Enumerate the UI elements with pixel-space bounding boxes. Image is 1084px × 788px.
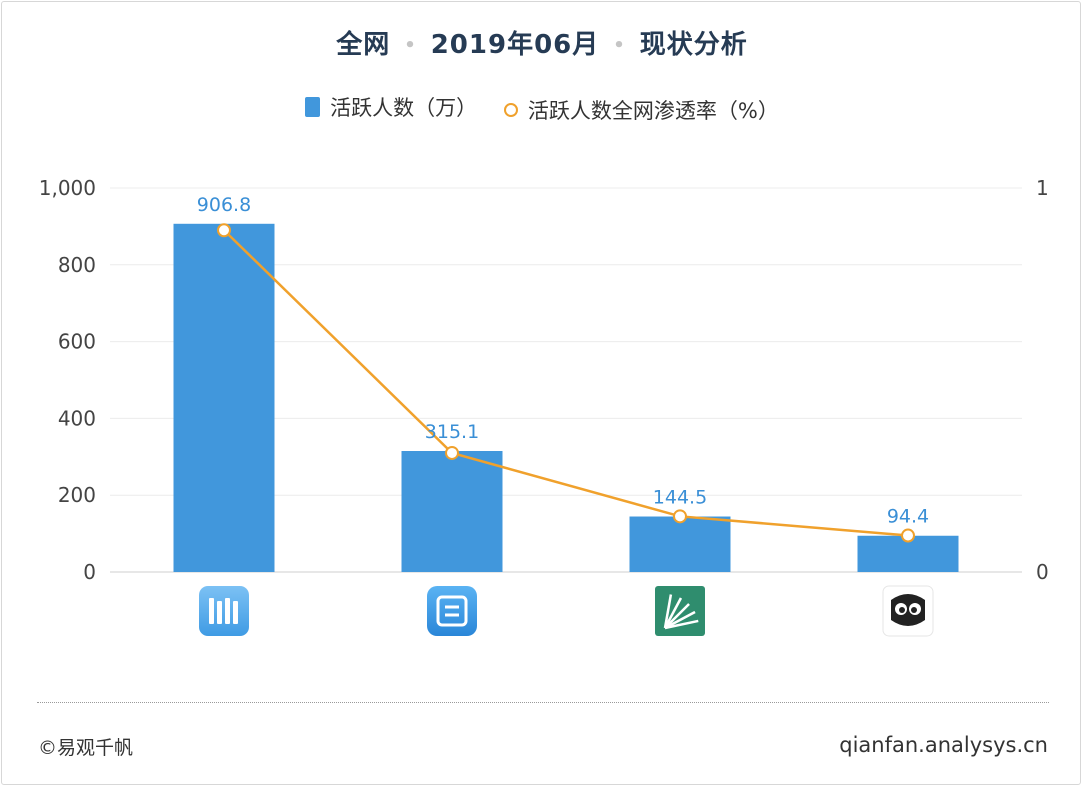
footer-divider <box>37 702 1049 703</box>
line-point <box>673 509 687 524</box>
app-icon-3-ray <box>664 619 699 630</box>
app-icon-4-pupil <box>899 607 905 613</box>
app-icon-2 <box>427 586 477 636</box>
line-point <box>217 223 231 238</box>
title-date: 2019年06月 <box>430 30 600 60</box>
app-icon-2-glyph <box>436 595 468 627</box>
app-icon-4-face <box>891 594 925 626</box>
app-icon-3-ray <box>664 603 690 629</box>
y-right-tick-label: 1 <box>1036 176 1049 200</box>
legend-item-bar[interactable]: 活跃人数（万） <box>305 92 477 122</box>
line-point <box>901 528 915 543</box>
legend-bar-label: 活跃人数（万） <box>330 96 478 120</box>
bar <box>401 451 503 572</box>
y-left-tick-label: 800 <box>58 253 96 277</box>
app-icon-1 <box>199 586 249 636</box>
chart-title: 全网 • 2019年06月 • 现状分析 <box>0 24 1084 61</box>
legend-bar-swatch <box>305 97 321 117</box>
app-icon-1-stripe <box>233 601 238 624</box>
app-icon-4-pupil <box>911 607 917 613</box>
site-url: qianfan.analysys.cn <box>839 733 1048 757</box>
bar <box>629 516 731 572</box>
y-right-tick-label: 0 <box>1036 560 1049 584</box>
data-label: 906.8 <box>197 194 251 216</box>
copyright-text: ©易观千帆 <box>38 737 134 759</box>
y-left-tick-label: 200 <box>58 483 96 507</box>
y-left-tick-label: 400 <box>58 406 96 430</box>
legend-line-swatch <box>503 103 518 117</box>
legend-line-label: 活跃人数全网渗透率（%） <box>527 99 779 123</box>
app-icon-3-ray <box>663 594 673 629</box>
y-left-tick-label: 1,000 <box>39 176 96 200</box>
app-icon-1-stripe <box>217 601 222 624</box>
line-point <box>445 445 459 460</box>
y-left-tick-label: 600 <box>58 330 96 354</box>
title-separator: • <box>404 35 417 56</box>
data-label: 315.1 <box>425 421 479 443</box>
app-icon-1-stripe <box>209 598 214 624</box>
chart-legend: 活跃人数（万） 活跃人数全网渗透率（%） <box>0 92 1084 125</box>
y-left-tick-label: 0 <box>83 560 96 584</box>
app-icon-3-ray <box>663 597 683 629</box>
line-series <box>223 229 909 537</box>
data-label: 94.4 <box>887 506 929 528</box>
data-label: 144.5 <box>653 486 707 508</box>
title-separator: • <box>613 35 626 56</box>
legend-item-line[interactable]: 活跃人数全网渗透率（%） <box>503 95 779 125</box>
app-icon-1-stripe <box>225 598 230 624</box>
title-topic: 现状分析 <box>639 30 748 60</box>
title-scope: 全网 <box>336 30 391 60</box>
app-icon-3-ray <box>664 610 696 630</box>
app-icon-3 <box>655 586 705 636</box>
chart-plot: 0 200 400 600 800 1,000 0 1 906.8 315.1 144.5 94.4 <box>39 176 1049 637</box>
bar <box>173 223 275 572</box>
